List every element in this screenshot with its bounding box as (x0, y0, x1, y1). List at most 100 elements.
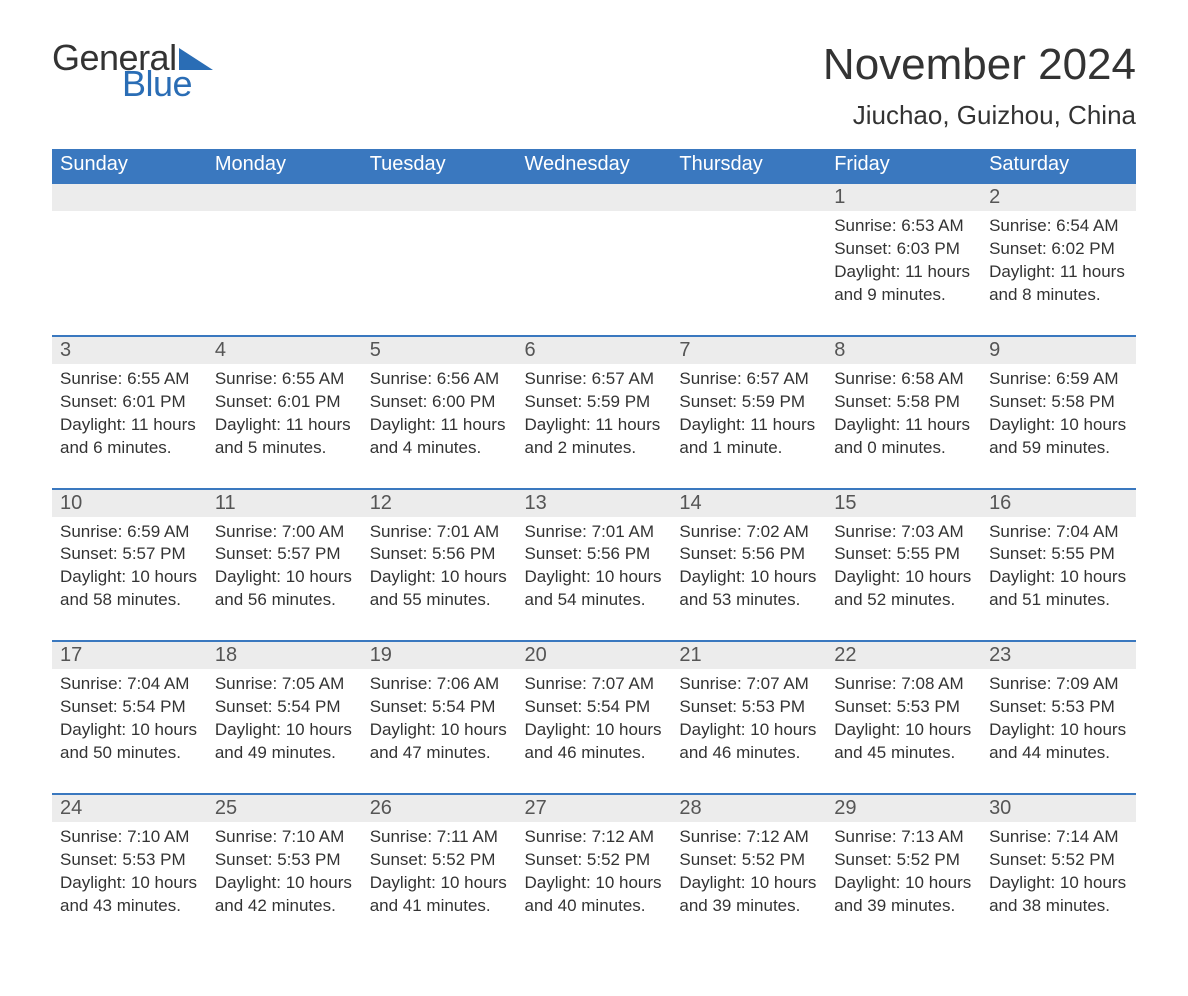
day-details: Sunrise: 7:02 AMSunset: 5:56 PMDaylight:… (679, 521, 818, 613)
day-number: 11 (207, 490, 362, 517)
day-details: Sunrise: 7:07 AMSunset: 5:54 PMDaylight:… (525, 673, 664, 765)
sunset-text: Sunset: 5:53 PM (989, 696, 1128, 719)
sunset-text: Sunset: 5:54 PM (525, 696, 664, 719)
day-details: Sunrise: 7:12 AMSunset: 5:52 PMDaylight:… (679, 826, 818, 918)
daylight-text: Daylight: 10 hours and 46 minutes. (679, 719, 818, 765)
sunset-text: Sunset: 6:03 PM (834, 238, 973, 261)
daylight-text: Daylight: 11 hours and 1 minute. (679, 414, 818, 460)
sunset-text: Sunset: 6:01 PM (215, 391, 354, 414)
sunrise-text: Sunrise: 7:01 AM (525, 521, 664, 544)
sunrise-text: Sunrise: 7:07 AM (525, 673, 664, 696)
calendar-cell: 11Sunrise: 7:00 AMSunset: 5:57 PMDayligh… (207, 489, 362, 642)
day-details: Sunrise: 6:59 AMSunset: 5:58 PMDaylight:… (989, 368, 1128, 460)
day-number: 20 (517, 642, 672, 669)
sunrise-text: Sunrise: 7:13 AM (834, 826, 973, 849)
day-number: 24 (52, 795, 207, 822)
daylight-text: Daylight: 11 hours and 0 minutes. (834, 414, 973, 460)
day-number: 15 (826, 490, 981, 517)
daylight-text: Daylight: 11 hours and 4 minutes. (370, 414, 509, 460)
daylight-text: Daylight: 10 hours and 54 minutes. (525, 566, 664, 612)
calendar-cell: 29Sunrise: 7:13 AMSunset: 5:52 PMDayligh… (826, 794, 981, 946)
calendar-cell: 13Sunrise: 7:01 AMSunset: 5:56 PMDayligh… (517, 489, 672, 642)
daylight-text: Daylight: 10 hours and 44 minutes. (989, 719, 1128, 765)
sunrise-text: Sunrise: 7:10 AM (60, 826, 199, 849)
daylight-text: Daylight: 10 hours and 38 minutes. (989, 872, 1128, 918)
sunset-text: Sunset: 5:56 PM (370, 543, 509, 566)
calendar-cell: 21Sunrise: 7:07 AMSunset: 5:53 PMDayligh… (671, 641, 826, 794)
sunset-text: Sunset: 6:01 PM (60, 391, 199, 414)
daylight-text: Daylight: 10 hours and 56 minutes. (215, 566, 354, 612)
day-number: 27 (517, 795, 672, 822)
sunrise-text: Sunrise: 7:03 AM (834, 521, 973, 544)
day-details: Sunrise: 6:59 AMSunset: 5:57 PMDaylight:… (60, 521, 199, 613)
title-block: November 2024 Jiuchao, Guizhou, China (823, 40, 1136, 131)
daylight-text: Daylight: 10 hours and 47 minutes. (370, 719, 509, 765)
sunset-text: Sunset: 5:54 PM (215, 696, 354, 719)
location-subtitle: Jiuchao, Guizhou, China (823, 100, 1136, 131)
day-details: Sunrise: 7:07 AMSunset: 5:53 PMDaylight:… (679, 673, 818, 765)
daylight-text: Daylight: 10 hours and 46 minutes. (525, 719, 664, 765)
sunrise-text: Sunrise: 7:11 AM (370, 826, 509, 849)
header: General Blue November 2024 Jiuchao, Guiz… (52, 40, 1136, 131)
day-details: Sunrise: 7:01 AMSunset: 5:56 PMDaylight:… (525, 521, 664, 613)
daylight-text: Daylight: 10 hours and 45 minutes. (834, 719, 973, 765)
brand-logo: General Blue (52, 40, 213, 102)
day-number: 4 (207, 337, 362, 364)
sunrise-text: Sunrise: 7:09 AM (989, 673, 1128, 696)
day-number: 1 (826, 184, 981, 211)
sunrise-text: Sunrise: 7:01 AM (370, 521, 509, 544)
daylight-text: Daylight: 10 hours and 50 minutes. (60, 719, 199, 765)
day-header: Friday (826, 149, 981, 183)
day-header: Tuesday (362, 149, 517, 183)
calendar-cell: 27 Sunrise: 7:12 AMSunset: 5:52 PMDayligh… (517, 794, 672, 946)
daylight-text: Daylight: 10 hours and 39 minutes. (834, 872, 973, 918)
sunset-text: Sunset: 5:54 PM (60, 696, 199, 719)
calendar-cell: 6Sunrise: 6:57 AMSunset: 5:59 PMDaylight… (517, 336, 672, 489)
sunrise-text: Sunrise: 6:58 AM (834, 368, 973, 391)
calendar-cell: 7Sunrise: 6:57 AMSunset: 5:59 PMDaylight… (671, 336, 826, 489)
sunset-text: Sunset: 6:02 PM (989, 238, 1128, 261)
sunset-text: Sunset: 5:57 PM (215, 543, 354, 566)
day-header: Monday (207, 149, 362, 183)
daylight-text: Daylight: 10 hours and 51 minutes. (989, 566, 1128, 612)
sunset-text: Sunset: 5:52 PM (834, 849, 973, 872)
calendar-cell: 17Sunrise: 7:04 AMSunset: 5:54 PMDayligh… (52, 641, 207, 794)
sunset-text: Sunset: 6:00 PM (370, 391, 509, 414)
day-details: Sunrise: 6:53 AMSunset: 6:03 PMDaylight:… (834, 215, 973, 307)
day-number: 6 (517, 337, 672, 364)
calendar-week-row: 10Sunrise: 6:59 AMSunset: 5:57 PMDayligh… (52, 489, 1136, 642)
day-number: 30 (981, 795, 1136, 822)
calendar-cell: 9Sunrise: 6:59 AMSunset: 5:58 PMDaylight… (981, 336, 1136, 489)
daylight-text: Daylight: 10 hours and 41 minutes. (370, 872, 509, 918)
sunset-text: Sunset: 5:52 PM (525, 849, 664, 872)
day-number: 14 (671, 490, 826, 517)
daylight-text: Daylight: 10 hours and 49 minutes. (215, 719, 354, 765)
sunset-text: Sunset: 5:57 PM (60, 543, 199, 566)
day-number: 3 (52, 337, 207, 364)
day-details: Sunrise: 7:10 AMSunset: 5:53 PMDaylight:… (215, 826, 354, 918)
daylight-text: Daylight: 10 hours and 42 minutes. (215, 872, 354, 918)
calendar-cell: 10Sunrise: 6:59 AMSunset: 5:57 PMDayligh… (52, 489, 207, 642)
day-details: Sunrise: 7:12 AMSunset: 5:52 PMDaylight:… (525, 826, 664, 918)
sunset-text: Sunset: 5:59 PM (679, 391, 818, 414)
daylight-text: Daylight: 11 hours and 6 minutes. (60, 414, 199, 460)
day-number-empty (362, 184, 517, 211)
day-number-empty (207, 184, 362, 211)
calendar-page: General Blue November 2024 Jiuchao, Guiz… (0, 0, 1188, 996)
day-number: 16 (981, 490, 1136, 517)
calendar-cell: 18Sunrise: 7:05 AMSunset: 5:54 PMDayligh… (207, 641, 362, 794)
sunrise-text: Sunrise: 7:10 AM (215, 826, 354, 849)
day-number-empty (52, 184, 207, 211)
day-number: 25 (207, 795, 362, 822)
day-details: Sunrise: 7:01 AMSunset: 5:56 PMDaylight:… (370, 521, 509, 613)
sunset-text: Sunset: 5:55 PM (834, 543, 973, 566)
day-details: Sunrise: 6:55 AMSunset: 6:01 PMDaylight:… (60, 368, 199, 460)
day-number: 19 (362, 642, 517, 669)
daylight-text: Daylight: 11 hours and 9 minutes. (834, 261, 973, 307)
sunset-text: Sunset: 5:56 PM (679, 543, 818, 566)
day-number: 7 (671, 337, 826, 364)
day-details: Sunrise: 6:56 AMSunset: 6:00 PMDaylight:… (370, 368, 509, 460)
day-number-empty (671, 184, 826, 211)
sunrise-text: Sunrise: 6:56 AM (370, 368, 509, 391)
month-title: November 2024 (823, 40, 1136, 90)
